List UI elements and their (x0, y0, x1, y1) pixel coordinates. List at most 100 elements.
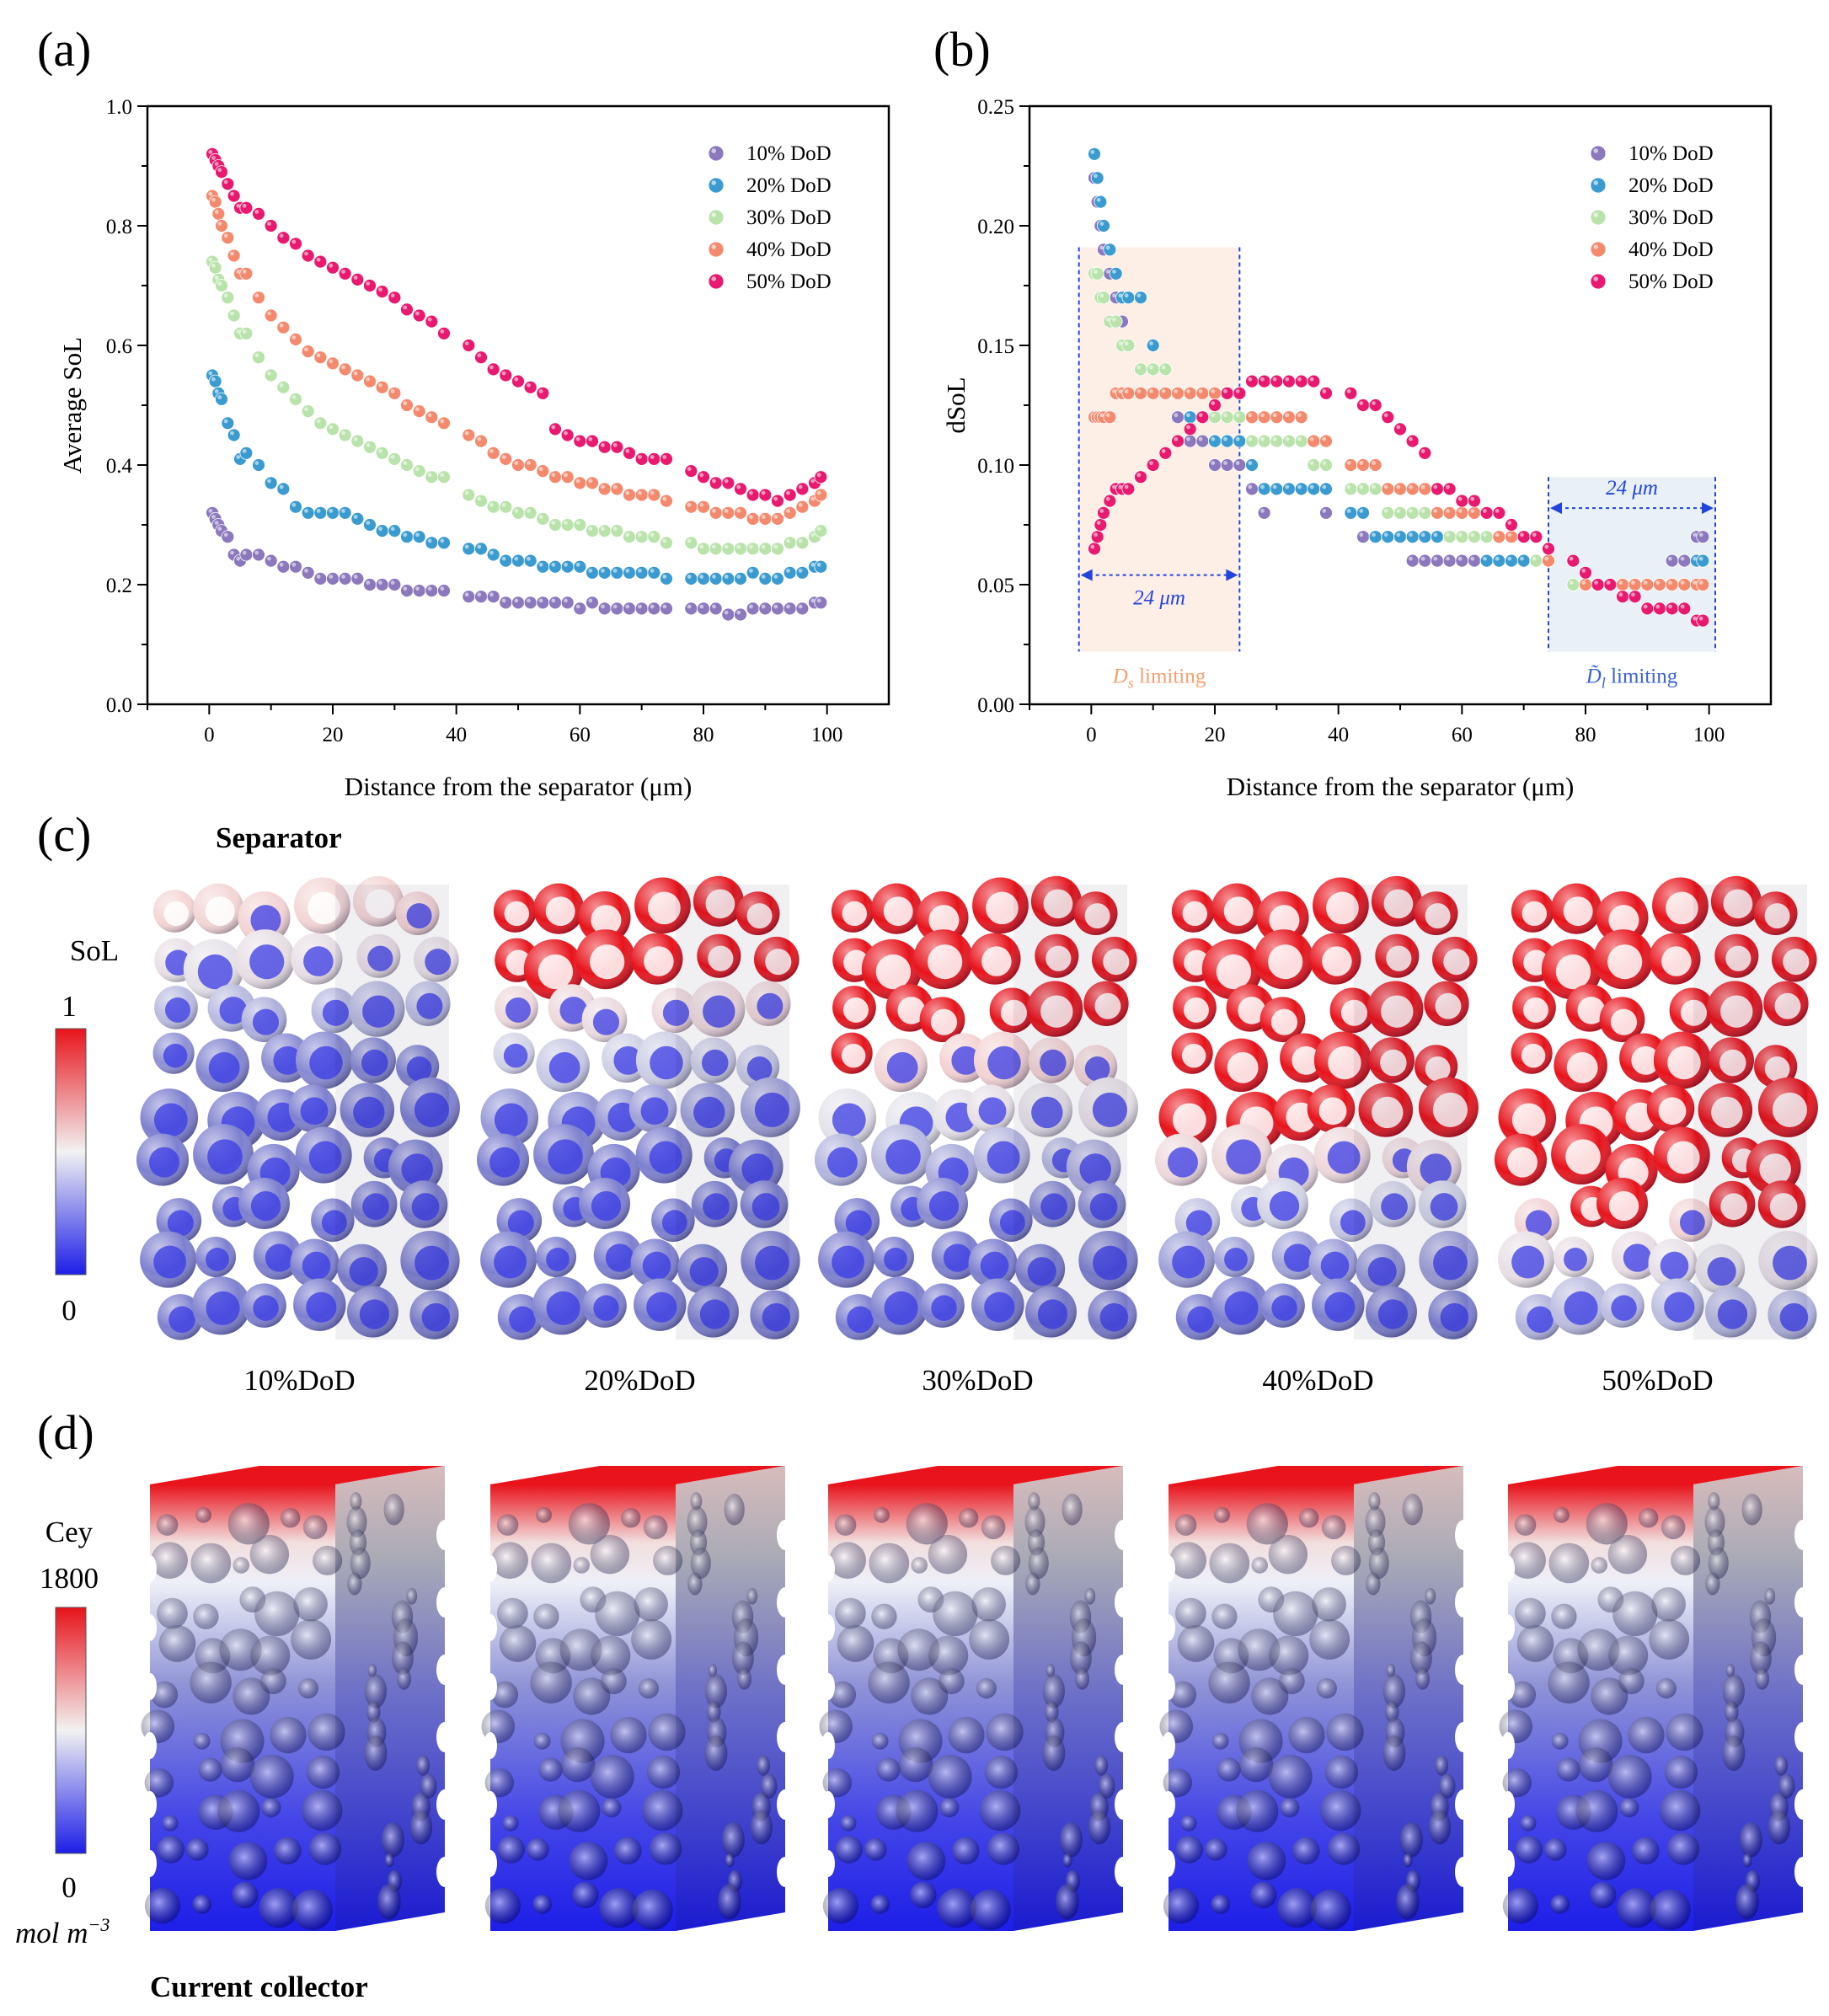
data-point-highlight (501, 371, 506, 376)
data-point-highlight (214, 162, 219, 167)
data-point-highlight (1446, 484, 1450, 489)
data-point-highlight (1149, 461, 1153, 465)
data-point (610, 482, 624, 496)
data-point-highlight (1383, 413, 1388, 418)
data-point-highlight (1433, 532, 1438, 537)
pore (653, 1545, 683, 1575)
side-pore (1382, 1735, 1406, 1771)
data-point (1233, 434, 1247, 448)
data-point (1220, 458, 1234, 472)
data-point-highlight (1235, 461, 1240, 465)
data-point-highlight (1260, 484, 1265, 489)
particle-core (1224, 1291, 1259, 1325)
pore (1516, 1624, 1554, 1662)
data-point (338, 505, 352, 520)
pore (590, 1534, 630, 1575)
data-point-highlight (798, 538, 803, 543)
pore (1550, 1894, 1570, 1914)
data-point-highlight (724, 610, 729, 615)
particle-core (1769, 1193, 1798, 1221)
data-point-highlight (1096, 521, 1101, 525)
data-point (1442, 505, 1457, 520)
data-point (486, 362, 500, 377)
data-point (634, 452, 649, 466)
data-point (313, 572, 328, 586)
pore (906, 1503, 948, 1545)
data-point (758, 512, 773, 526)
data-point-highlight (687, 502, 692, 507)
data-point-highlight (1372, 532, 1376, 537)
side-pore (1088, 1810, 1111, 1845)
data-point (1393, 482, 1407, 496)
data-point (1455, 494, 1469, 508)
sol-colorbar-max: 1 (62, 990, 77, 1023)
data-point (684, 464, 698, 478)
data-point (734, 542, 747, 556)
data-point (610, 565, 624, 580)
data-point-highlight (1096, 197, 1101, 202)
block-top-face (150, 1466, 445, 1484)
pore (1638, 1508, 1659, 1528)
side-pore (706, 1700, 721, 1723)
data-point-highlight (427, 317, 432, 322)
data-point (363, 518, 377, 532)
data-point (1665, 602, 1679, 616)
data-point-highlight (527, 461, 531, 465)
particle-core (842, 997, 869, 1023)
pore (502, 1815, 519, 1832)
side-pore (724, 1494, 745, 1526)
data-point-highlight (1680, 604, 1685, 609)
data-point (1344, 458, 1358, 472)
particle-core (250, 905, 281, 936)
data-point-highlight (786, 509, 790, 513)
arrow-head-left (1550, 502, 1562, 515)
particle-core (590, 944, 625, 980)
data-point-highlight (1698, 532, 1703, 537)
data-point (1381, 410, 1395, 425)
particle-core (503, 1043, 528, 1068)
data-point (697, 470, 710, 484)
data-point (400, 458, 414, 472)
pore (491, 1542, 529, 1580)
edge-notch (1794, 1587, 1811, 1618)
edge-notch (1501, 1673, 1515, 1700)
data-point-highlight (1090, 544, 1095, 549)
data-point (1134, 386, 1147, 400)
pore (1312, 1587, 1346, 1622)
data-point (425, 314, 439, 329)
data-point (634, 602, 649, 616)
data-point (1368, 458, 1382, 472)
data-point-highlight (625, 532, 630, 537)
data-point-highlight (638, 532, 642, 537)
side-pore (1435, 1755, 1449, 1776)
side-pore (731, 1641, 754, 1676)
pore (1288, 1716, 1325, 1754)
pore (1174, 1514, 1197, 1536)
particle-core (153, 1245, 187, 1279)
pore (1238, 1747, 1274, 1783)
data-point (1442, 553, 1457, 568)
particle-core (978, 1097, 1007, 1126)
side-pore (721, 1821, 745, 1858)
data-point (1090, 171, 1104, 185)
pore (1246, 1503, 1288, 1545)
data-point (1195, 410, 1210, 425)
side-pore (1705, 1572, 1720, 1596)
data-point (1183, 386, 1197, 400)
data-point-highlight (736, 509, 741, 513)
data-point-highlight (427, 538, 432, 543)
data-point-highlight (1693, 580, 1698, 585)
electrolyte-block (1499, 1466, 1811, 1931)
data-point-highlight (267, 556, 271, 561)
data-point-highlight (353, 515, 358, 519)
data-point-highlight (304, 509, 308, 513)
pore (948, 1716, 985, 1754)
particle-core (1040, 995, 1073, 1028)
data-point-highlight (390, 389, 395, 393)
data-point (437, 416, 451, 430)
particle-core (1521, 1043, 1546, 1068)
pore (573, 1557, 591, 1574)
data-point (1431, 530, 1444, 544)
data-point-highlight (1186, 389, 1190, 393)
